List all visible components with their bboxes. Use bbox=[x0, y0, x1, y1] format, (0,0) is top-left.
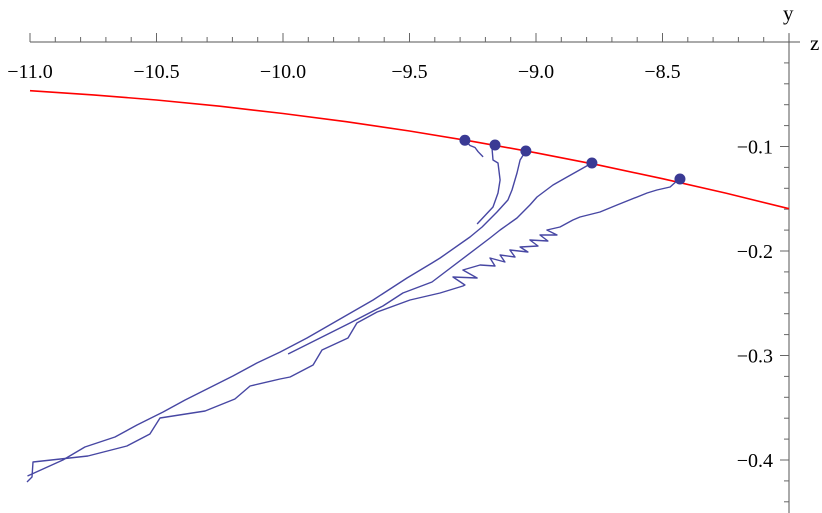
y-tick-label: −0.4 bbox=[737, 450, 773, 472]
boundary-curve-line bbox=[29, 89, 790, 210]
boundary-curve bbox=[29, 89, 790, 210]
x-tick-label: −8.5 bbox=[644, 61, 680, 83]
x-tick-label: −9.0 bbox=[518, 61, 554, 83]
x-tick-label: −10.0 bbox=[260, 61, 306, 83]
trajectory-4 bbox=[287, 162, 593, 355]
marker-point-1 bbox=[459, 134, 471, 146]
marker-point-2 bbox=[489, 139, 501, 151]
x-axis: −11.0 −10.5 −10.0 −9.5 −9.0 −8.5 bbox=[7, 33, 800, 83]
marker-point-3 bbox=[520, 145, 532, 157]
y-tick-label: −0.2 bbox=[737, 241, 773, 263]
marker-point-4 bbox=[586, 157, 598, 169]
y-tick-label: −0.1 bbox=[737, 137, 773, 159]
trajectories bbox=[26, 139, 681, 483]
y-axis: −0.1 −0.2 −0.3 −0.4 bbox=[737, 34, 790, 513]
x-tick-label: −11.0 bbox=[7, 61, 53, 83]
x-tick-label: −9.5 bbox=[391, 61, 427, 83]
marker-point-5 bbox=[674, 173, 686, 185]
x-axis-label: z bbox=[810, 31, 819, 55]
y-tick-label: −0.3 bbox=[737, 346, 773, 368]
trajectory-3 bbox=[27, 150, 527, 477]
x-tick-label: −10.5 bbox=[133, 61, 179, 83]
trajectory-2 bbox=[476, 144, 501, 225]
y-axis-label: y bbox=[783, 1, 794, 25]
markers bbox=[459, 134, 686, 185]
trajectory-5 bbox=[26, 178, 681, 483]
